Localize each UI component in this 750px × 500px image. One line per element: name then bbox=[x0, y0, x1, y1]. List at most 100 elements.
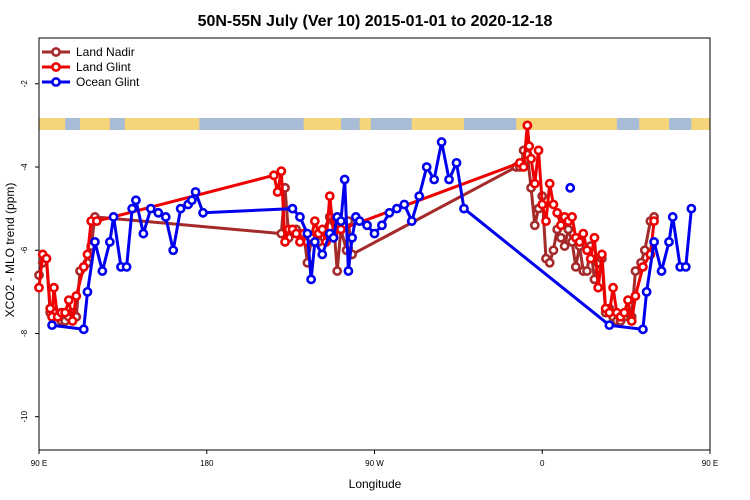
ocean-band bbox=[109, 118, 125, 130]
land-nadir-point bbox=[548, 245, 559, 256]
land-glint-point bbox=[552, 207, 563, 218]
x-axis: 90 E 180 90 W 0 90 E bbox=[31, 450, 718, 468]
land-glint-point bbox=[317, 224, 328, 235]
ocean-glint-point bbox=[391, 203, 402, 214]
ocean-glint-point bbox=[429, 174, 440, 185]
land-glint-point bbox=[541, 216, 551, 227]
land-glint-point bbox=[272, 187, 283, 197]
ocean-glint-point bbox=[97, 266, 108, 276]
ocean-glint-point bbox=[153, 207, 164, 218]
ocean-glint-point bbox=[377, 220, 387, 231]
land-glint-point bbox=[529, 178, 540, 189]
ocean-glint-point bbox=[421, 162, 432, 172]
land-glint-point bbox=[649, 216, 659, 227]
land-glint-point bbox=[91, 216, 102, 227]
land-nadir-point bbox=[570, 261, 581, 272]
land-nadir-point bbox=[630, 266, 641, 276]
y-tick-label: -2 bbox=[20, 80, 29, 88]
ocean-glint-point bbox=[309, 237, 320, 247]
land-glint-point bbox=[537, 199, 548, 210]
land-glint-point bbox=[604, 307, 615, 318]
x-tick-label: 90 W bbox=[365, 459, 384, 468]
land-ocean-strip bbox=[39, 118, 710, 130]
ocean-glint-point bbox=[78, 324, 89, 335]
land-glint-point bbox=[626, 316, 637, 326]
ocean-glint-point bbox=[90, 237, 100, 247]
y-tick-label: -4 bbox=[20, 163, 29, 171]
ocean-glint-point bbox=[306, 274, 317, 285]
ocean-glint-point bbox=[656, 266, 667, 276]
land-glint-point bbox=[41, 253, 52, 264]
ocean-glint-point bbox=[649, 237, 659, 247]
land-glint-point bbox=[82, 249, 93, 260]
land-glint-point bbox=[324, 191, 335, 202]
y-tick-label: -10 bbox=[20, 410, 29, 422]
land-glint-point bbox=[589, 232, 600, 243]
land-glint-point bbox=[548, 199, 559, 210]
ocean-glint-point bbox=[459, 203, 469, 214]
legend-item-land-nadir: Land Nadir bbox=[42, 45, 135, 59]
land-glint-point bbox=[67, 316, 78, 326]
land-glint-point bbox=[63, 295, 74, 306]
ocean-glint-point bbox=[638, 324, 648, 335]
y-axis: -2 -4 -6 -8 -10 bbox=[20, 80, 39, 422]
land-glint-point bbox=[45, 303, 56, 314]
ocean-glint-point bbox=[175, 203, 186, 214]
land-glint-point bbox=[623, 295, 633, 306]
legend-label: Land Nadir bbox=[76, 45, 135, 59]
land-glint-point bbox=[567, 212, 577, 222]
land-glint-point bbox=[336, 224, 346, 235]
ocean-glint-point bbox=[343, 266, 354, 276]
ocean-glint-point bbox=[328, 232, 339, 243]
ocean-band bbox=[340, 118, 360, 130]
land-nadir-point bbox=[332, 266, 343, 276]
x-tick-label: 90 E bbox=[31, 459, 47, 468]
ocean-glint-point bbox=[436, 137, 447, 147]
land-glint-point bbox=[49, 282, 59, 293]
series-layer bbox=[34, 120, 697, 335]
ocean-glint-point bbox=[414, 191, 425, 202]
ocean-glint-point bbox=[145, 203, 156, 214]
legend-marker bbox=[51, 77, 61, 87]
ocean-glint-point bbox=[198, 207, 208, 218]
ocean-glint-point bbox=[406, 216, 417, 227]
ocean-glint-point bbox=[347, 232, 358, 243]
ocean-band bbox=[370, 118, 412, 130]
ocean-glint-point bbox=[138, 228, 149, 239]
legend-item-land-glint: Land Glint bbox=[42, 60, 131, 74]
land-glint-point bbox=[533, 145, 544, 156]
ocean-glint-point bbox=[108, 212, 119, 222]
land-glint-point bbox=[280, 237, 290, 247]
land-glint-point bbox=[524, 141, 535, 152]
land-glint-point bbox=[544, 178, 555, 189]
ocean-glint-point bbox=[667, 212, 678, 222]
ocean-glint-point bbox=[121, 261, 132, 272]
land-glint-point bbox=[638, 261, 648, 272]
ocean-glint-point bbox=[399, 199, 410, 210]
land-glint-point bbox=[555, 220, 566, 231]
ocean-glint-point bbox=[384, 207, 395, 218]
legend-label: Ocean Glint bbox=[76, 75, 140, 89]
ocean-glint-point bbox=[664, 237, 674, 247]
land-glint-point bbox=[593, 282, 604, 293]
ocean-glint-point bbox=[186, 195, 197, 206]
land-glint-point bbox=[34, 282, 44, 293]
land-glint-point bbox=[585, 253, 596, 264]
ocean-band bbox=[668, 118, 692, 130]
ocean-band bbox=[463, 118, 517, 130]
ocean-glint-series bbox=[47, 137, 697, 335]
land-glint-point bbox=[526, 153, 536, 164]
ocean-glint-point bbox=[604, 320, 615, 331]
legend-marker bbox=[51, 62, 61, 72]
ocean-glint-point bbox=[190, 187, 201, 197]
x-tick-label: 0 bbox=[540, 459, 545, 468]
chart-title: 50N-55N July (Ver 10) 2015-01-01 to 2020… bbox=[198, 13, 553, 30]
land-glint-point bbox=[295, 237, 305, 247]
land-glint-point bbox=[276, 166, 287, 177]
land-glint-point bbox=[596, 249, 607, 260]
ocean-glint-point bbox=[317, 249, 328, 260]
ocean-glint-point bbox=[287, 203, 298, 214]
ocean-glint-point bbox=[302, 228, 313, 239]
land-glint-point bbox=[518, 162, 529, 172]
